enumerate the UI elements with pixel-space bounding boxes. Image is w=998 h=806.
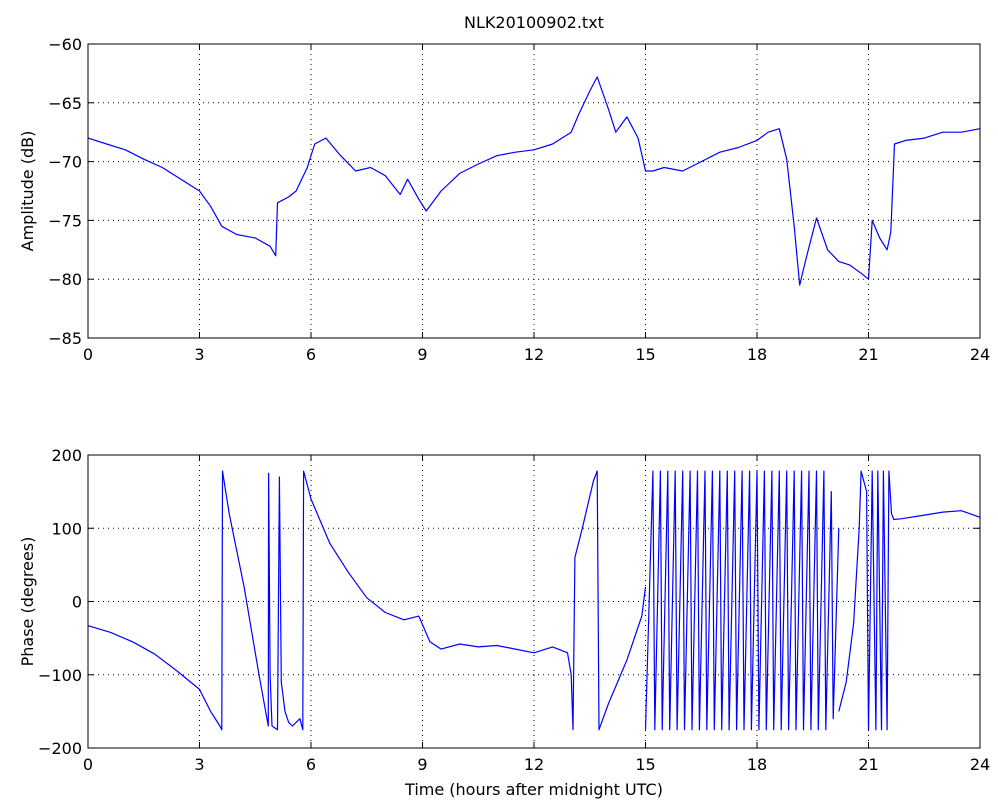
x-tick-label: 3 bbox=[194, 755, 204, 774]
x-tick-label: 0 bbox=[83, 345, 93, 364]
plot-area bbox=[88, 44, 980, 338]
x-tick-label: 12 bbox=[524, 755, 544, 774]
x-tick-label: 9 bbox=[417, 755, 427, 774]
x-tick-label: 24 bbox=[970, 755, 990, 774]
x-tick-label: 3 bbox=[194, 345, 204, 364]
x-tick-label: 9 bbox=[417, 345, 427, 364]
x-tick-label: 21 bbox=[858, 345, 878, 364]
series-line bbox=[838, 470, 981, 731]
x-tick-label: 12 bbox=[524, 345, 544, 364]
y-tick-label: 200 bbox=[51, 446, 82, 465]
chart-title: NLK20100902.txt bbox=[464, 13, 604, 32]
x-tick-label: 18 bbox=[747, 345, 767, 364]
series-line bbox=[644, 470, 840, 731]
y-tick-label: −65 bbox=[48, 94, 82, 113]
y-axis-label: Amplitude (dB) bbox=[18, 131, 37, 252]
y-axis-label: Phase (degrees) bbox=[18, 537, 37, 667]
x-tick-label: 0 bbox=[83, 755, 93, 774]
x-tick-label: 24 bbox=[970, 345, 990, 364]
y-tick-label: −200 bbox=[38, 739, 82, 758]
series-line bbox=[87, 76, 981, 286]
x-tick-label: 15 bbox=[635, 755, 655, 774]
x-tick-label: 6 bbox=[306, 755, 316, 774]
y-tick-label: −60 bbox=[48, 35, 82, 54]
y-tick-label: −70 bbox=[48, 153, 82, 172]
x-tick-label: 6 bbox=[306, 345, 316, 364]
y-tick-label: −100 bbox=[38, 666, 82, 685]
x-tick-label: 21 bbox=[858, 755, 878, 774]
series-line bbox=[87, 470, 647, 731]
y-tick-label: 100 bbox=[51, 519, 82, 538]
x-tick-label: 15 bbox=[635, 345, 655, 364]
y-tick-label: −85 bbox=[48, 329, 82, 348]
x-tick-label: 18 bbox=[747, 755, 767, 774]
x-axis-label: Time (hours after midnight UTC) bbox=[404, 780, 663, 799]
y-tick-label: 0 bbox=[72, 593, 82, 612]
y-tick-label: −80 bbox=[48, 270, 82, 289]
y-tick-label: −75 bbox=[48, 211, 82, 230]
